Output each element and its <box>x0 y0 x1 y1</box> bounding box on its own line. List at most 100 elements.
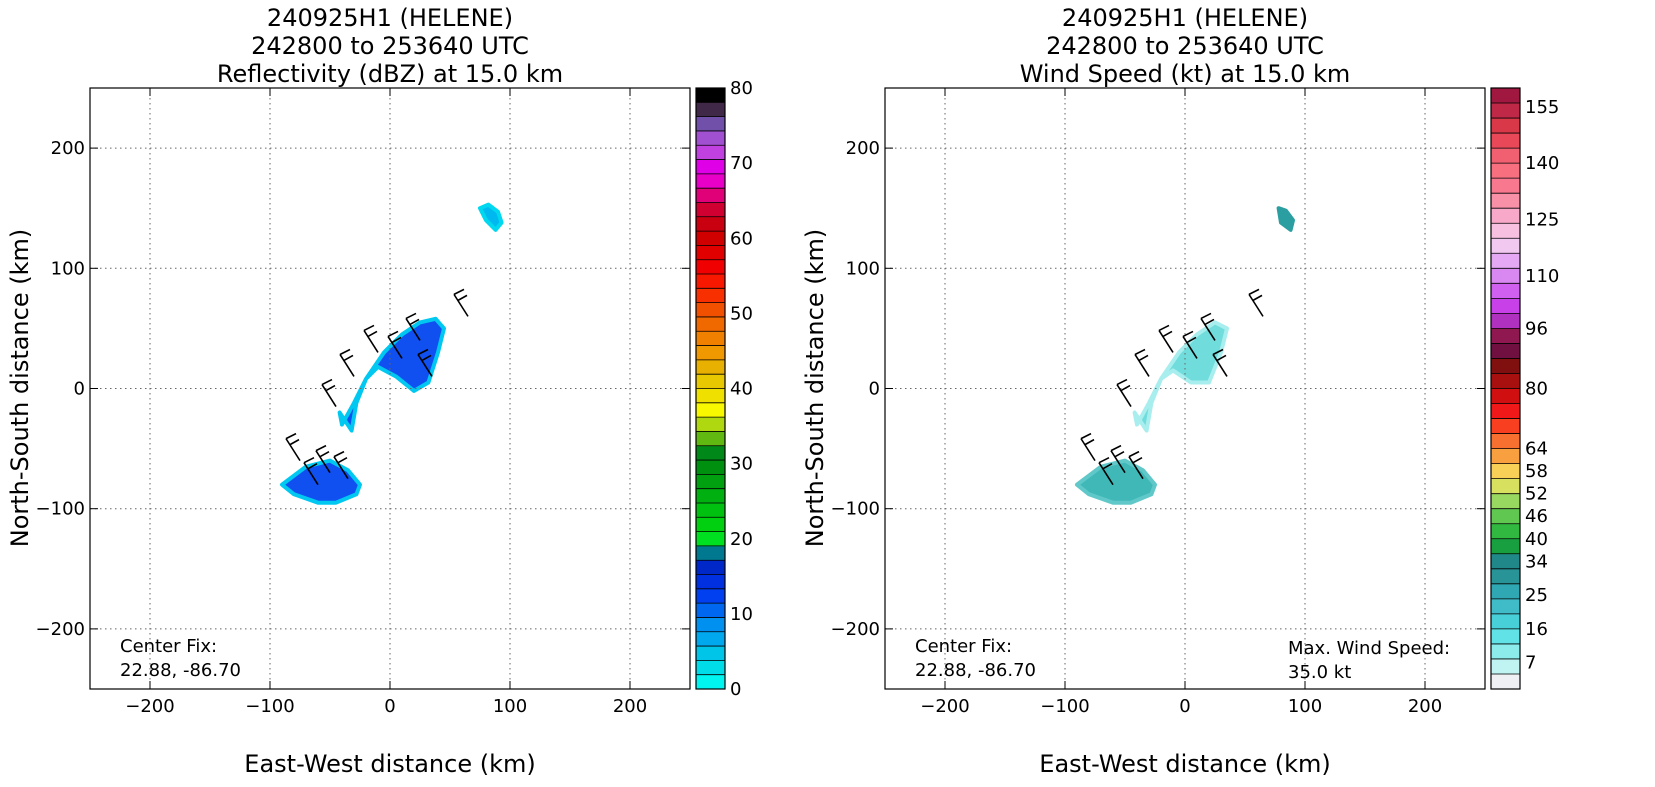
wind-barb <box>1098 456 1114 486</box>
colorbar-swatch <box>1491 508 1520 525</box>
y-tick-label: −100 <box>36 499 85 520</box>
wind-barb <box>363 324 379 353</box>
colorbar-swatch <box>696 674 725 690</box>
wind-barb <box>1158 324 1174 353</box>
y-tick-label: −200 <box>831 619 880 640</box>
grid-lines <box>90 88 690 689</box>
y-tick-label: −100 <box>831 499 880 520</box>
wind-barb <box>1212 348 1228 377</box>
colorbar-swatch <box>1491 253 1520 269</box>
wind-barb <box>333 450 349 480</box>
center-fix-value: 22.88, -86.70 <box>915 660 1036 681</box>
x-tick-label: 0 <box>1179 696 1190 717</box>
panel-title-line-3: Wind Speed (kt) at 15.0 km <box>1020 60 1351 88</box>
echo-regions <box>280 202 504 505</box>
colorbar-swatch <box>696 660 725 675</box>
colorbar-swatch <box>1491 193 1520 209</box>
wind-speed-panel: 240925H1 (HELENE) 242800 to 253640 UTC W… <box>801 4 1559 778</box>
colorbar-swatch <box>696 531 725 547</box>
colorbar-swatch <box>1491 163 1520 179</box>
panel-title-line-2: 242800 to 253640 UTC <box>251 32 529 60</box>
colorbar-swatch <box>1491 388 1520 404</box>
colorbar-swatch <box>696 88 725 103</box>
wind-barb <box>405 312 421 341</box>
colorbar-tick-label: 96 <box>1525 318 1548 339</box>
colorbar-tick-label: 40 <box>730 379 753 400</box>
colorbar-tick-label: 80 <box>1525 379 1548 400</box>
wind-barb <box>417 348 433 377</box>
x-tick-label: 200 <box>1408 696 1442 717</box>
colorbar-swatch <box>1491 553 1520 570</box>
colorbar-swatch <box>696 145 725 160</box>
colorbar-tick-label: 50 <box>730 303 753 324</box>
region-southwest-band <box>1075 458 1157 505</box>
colorbar-swatch <box>1491 658 1520 675</box>
region-north-cell <box>478 202 504 232</box>
panel-title-line-1: 240925H1 (HELENE) <box>267 4 513 32</box>
colorbar-tick-label: 25 <box>1525 585 1548 606</box>
colorbar-tick-label: 30 <box>730 454 753 475</box>
wind-barb <box>285 432 301 462</box>
colorbar-swatch <box>696 603 725 618</box>
colorbar-swatch <box>696 202 725 218</box>
colorbar-swatch <box>1491 628 1520 645</box>
colorbar-frame <box>1490 87 1521 690</box>
colorbar-swatch <box>1491 613 1520 630</box>
x-tick-label: −200 <box>920 696 969 717</box>
wind-barb <box>315 444 331 474</box>
colorbar-swatch <box>696 545 725 561</box>
panel-title-line-3: Reflectivity (dBZ) at 15.0 km <box>217 60 563 88</box>
wind-barb <box>387 330 403 359</box>
colorbar-swatch <box>1491 433 1520 449</box>
y-axis-label: North-South distance (km) <box>801 229 829 548</box>
colorbar-swatch <box>1491 673 1520 690</box>
y-tick-label: 0 <box>869 379 880 400</box>
colorbar-swatch <box>1491 343 1520 359</box>
axis-ticks: −200 −100 0 100 200 −200 −100 0 100 200 <box>831 88 1485 717</box>
max-wind-value: 35.0 kt <box>1288 662 1351 683</box>
y-tick-label: 0 <box>74 379 85 400</box>
colorbar-swatch <box>696 417 725 432</box>
colorbar-swatch <box>696 302 725 318</box>
colorbar-swatch <box>696 173 725 189</box>
x-tick-label: 200 <box>613 696 647 717</box>
wind-barb <box>303 456 319 486</box>
colorbar-tick-label: 46 <box>1525 506 1548 527</box>
colorbar-swatch <box>1491 178 1520 194</box>
colorbar-swatch <box>1491 598 1520 615</box>
wind-barb <box>339 348 355 377</box>
colorbar-swatch <box>1491 418 1520 434</box>
colorbar-swatch <box>1491 118 1520 134</box>
colorbar-swatch <box>696 445 725 461</box>
colorbar-swatch <box>696 231 725 246</box>
colorbar-swatch <box>1491 583 1520 600</box>
colorbar-swatch <box>1491 223 1520 239</box>
colorbar-swatch <box>696 402 725 418</box>
x-axis-label: East-West distance (km) <box>1039 750 1330 778</box>
colorbar-swatch <box>696 274 725 289</box>
x-tick-label: −100 <box>245 696 294 717</box>
colorbar-swatch <box>1491 313 1520 329</box>
wind-barb <box>1182 330 1198 359</box>
colorbar-swatch <box>696 431 725 447</box>
colorbar-swatch <box>696 316 725 332</box>
y-tick-label: −200 <box>36 619 85 640</box>
wind-barb <box>1110 444 1126 474</box>
colorbar-swatch <box>1491 283 1520 299</box>
colorbar-swatch <box>1491 133 1520 149</box>
y-tick-label: 100 <box>846 258 880 279</box>
wind-regions <box>1075 206 1295 505</box>
wind-barbs <box>285 288 469 486</box>
colorbar-swatch <box>1491 238 1520 254</box>
colorbar-swatch <box>1491 373 1520 389</box>
colorbar-tick-label: 40 <box>1525 529 1548 550</box>
wind-barb <box>321 378 337 407</box>
colorbar-swatch <box>696 130 725 146</box>
wind-barb <box>453 288 469 317</box>
colorbar-swatch <box>1491 463 1520 479</box>
colorbar-tick-label: 64 <box>1525 439 1548 460</box>
colorbar-swatch <box>1491 298 1520 314</box>
panel-title-line-2: 242800 to 253640 UTC <box>1046 32 1324 60</box>
x-tick-label: 100 <box>1288 696 1322 717</box>
